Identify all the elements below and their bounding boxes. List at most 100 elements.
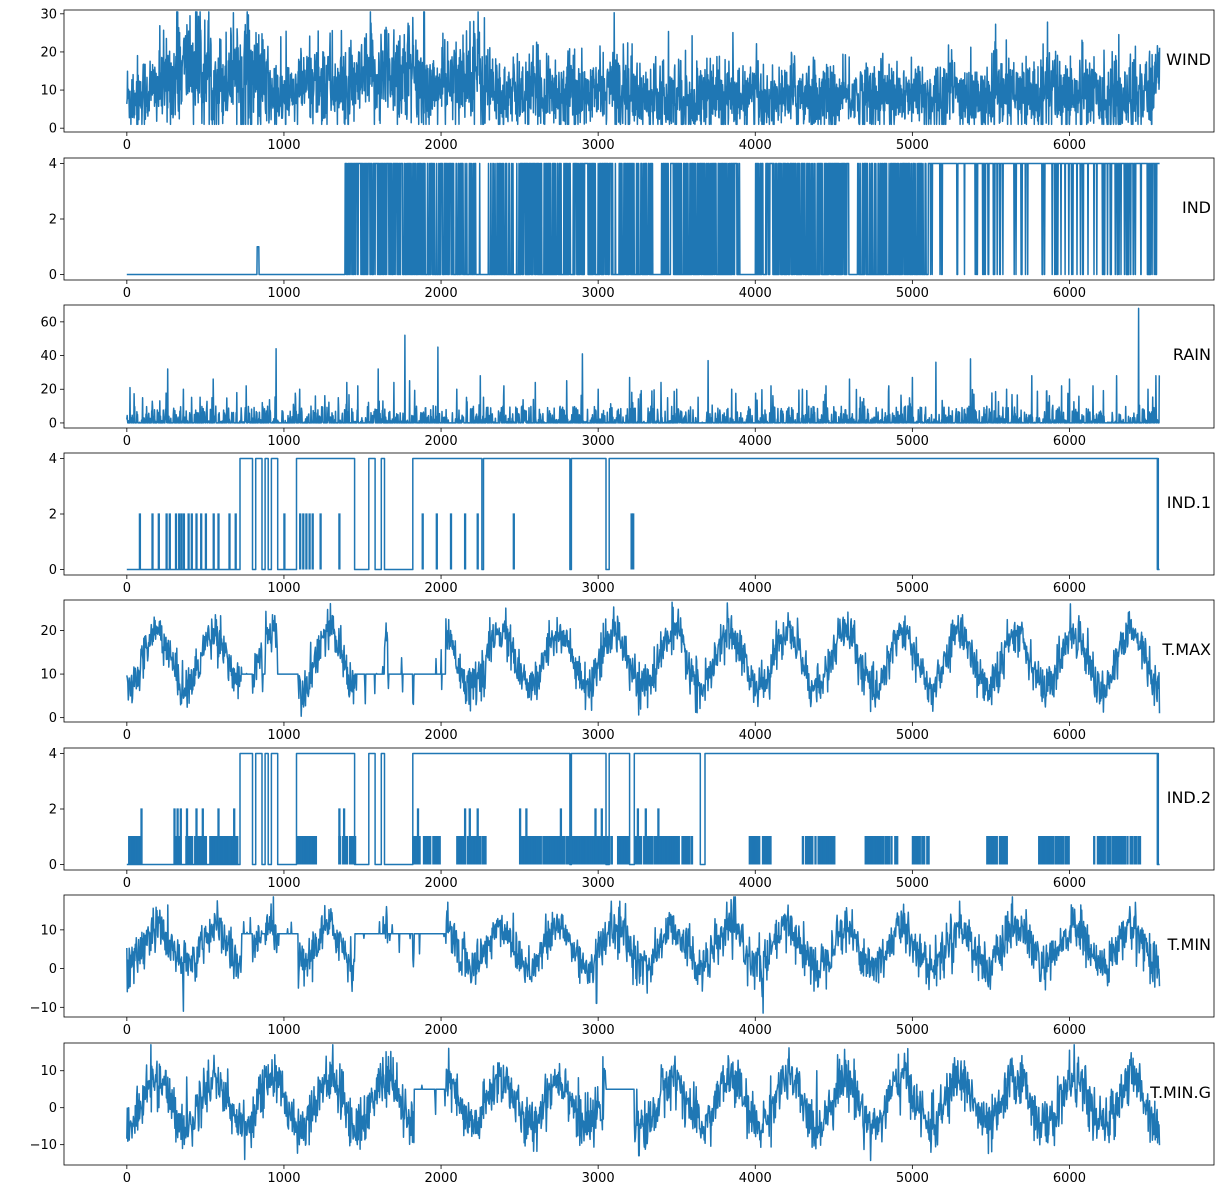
subplot-title: T.MAX <box>1161 640 1211 659</box>
spike-mark <box>809 836 812 865</box>
spike-mark <box>666 836 670 865</box>
spike-mark <box>466 836 470 865</box>
x-tick-label: 5000 <box>896 286 929 301</box>
spike-mark <box>520 836 523 865</box>
x-tick-label: 5000 <box>896 728 929 743</box>
spike-mark <box>1051 836 1055 865</box>
subplot-title: IND <box>1182 198 1211 217</box>
spike-mark <box>882 836 885 865</box>
spike-mark <box>1123 836 1127 865</box>
spike-mark <box>204 836 208 865</box>
axes-frame <box>63 304 1215 429</box>
spike-mark <box>179 808 182 865</box>
spike-mark <box>630 513 633 570</box>
x-tick-label: 4000 <box>739 728 772 743</box>
y-tick-label: 10 <box>40 1064 57 1079</box>
spike-mark <box>427 836 430 865</box>
spike-mark <box>476 513 479 570</box>
x-tick-label: 0 <box>123 434 131 449</box>
x-tick-label: 6000 <box>1053 1023 1086 1038</box>
x-tick-label: 3000 <box>582 434 615 449</box>
y-tick-label: −10 <box>30 1138 57 1153</box>
spike-mark <box>1005 836 1008 865</box>
spike-mark <box>661 836 665 865</box>
x-tick-label: 0 <box>123 1171 131 1186</box>
x-tick-label: 0 <box>123 876 131 891</box>
x-tick-label: 5000 <box>896 1171 929 1186</box>
spike-mark <box>199 836 203 865</box>
spike-mark <box>610 836 613 865</box>
x-tick-label: 3000 <box>582 728 615 743</box>
subplot-t-min-g: 0 1000 2000 3000 4000 5000 6000 −10 0 10 T.MIN.G <box>30 1042 1215 1186</box>
spike-mark <box>151 513 154 570</box>
spike-mark <box>1058 836 1061 865</box>
x-tick-label: 1000 <box>267 1023 300 1038</box>
spike-mark <box>190 513 193 570</box>
spike-mark <box>182 513 186 570</box>
x-tick-label: 3000 <box>582 1023 615 1038</box>
spike-mark <box>211 836 214 865</box>
y-tick-label: 0 <box>49 563 57 578</box>
spike-mark <box>801 836 805 865</box>
x-tick-label: 5000 <box>896 1023 929 1038</box>
spike-mark <box>137 836 140 865</box>
spike-mark <box>138 513 142 570</box>
y-tick-label: 4 <box>49 452 57 467</box>
spike-mark <box>923 836 926 865</box>
x-tick-label: 0 <box>123 286 131 301</box>
spike-mark <box>178 513 181 570</box>
spike-mark <box>690 836 694 865</box>
spike-mark <box>683 836 686 865</box>
axes-frame <box>63 894 1215 1018</box>
spike-mark <box>438 836 441 865</box>
spike-mark <box>471 836 475 865</box>
spike-mark <box>639 836 643 865</box>
x-tick-label: 3000 <box>582 1171 615 1186</box>
x-tick-label: 2000 <box>425 138 458 153</box>
x-tick-label: 2000 <box>425 728 458 743</box>
spike-mark <box>577 836 580 865</box>
x-tick-label: 6000 <box>1053 728 1086 743</box>
series-line <box>126 752 1160 866</box>
spike-mark <box>824 836 827 865</box>
spike-mark <box>632 513 635 570</box>
y-tick-label: 30 <box>40 7 57 22</box>
y-tick-label: 10 <box>40 923 57 938</box>
series-line <box>126 457 1160 571</box>
subplot-title: IND.2 <box>1167 788 1211 807</box>
spike-mark <box>551 836 554 865</box>
y-tick-label: 20 <box>40 45 57 60</box>
spike-mark <box>463 513 467 570</box>
x-tick-label: 1000 <box>267 581 300 596</box>
spike-mark <box>190 836 194 865</box>
y-tick-label: 2 <box>49 213 57 228</box>
subplot-title: WIND <box>1166 50 1211 69</box>
y-tick-label: 0 <box>49 858 57 873</box>
spike-mark <box>890 836 893 865</box>
x-tick-label: 6000 <box>1053 876 1086 891</box>
x-tick-label: 4000 <box>739 581 772 596</box>
spike-mark <box>585 836 588 865</box>
subplot-title: T.MIN <box>1167 935 1211 954</box>
spike-mark <box>299 513 302 570</box>
spike-mark <box>414 836 417 865</box>
x-tick-label: 1000 <box>267 1171 300 1186</box>
subplot-ind-2: 0 1000 2000 3000 4000 5000 6000 0 2 4 IND.2 <box>49 747 1215 891</box>
y-tick-label: 0 <box>49 268 57 283</box>
x-tick-label: 1000 <box>267 138 300 153</box>
y-tick-label: 60 <box>40 315 57 330</box>
spike-mark <box>535 836 538 865</box>
spike-mark <box>918 836 921 865</box>
x-tick-label: 6000 <box>1053 138 1086 153</box>
spike-mark <box>1067 836 1070 865</box>
spike-mark <box>311 513 314 570</box>
spike-mark <box>896 836 899 865</box>
spike-mark <box>418 836 421 865</box>
y-tick-label: 2 <box>49 508 57 523</box>
spike-mark <box>157 513 160 570</box>
spike-mark <box>319 513 322 570</box>
spike-mark <box>1130 836 1134 865</box>
spike-mark <box>561 836 564 865</box>
x-tick-label: 0 <box>123 728 131 743</box>
spike-mark <box>345 836 349 865</box>
